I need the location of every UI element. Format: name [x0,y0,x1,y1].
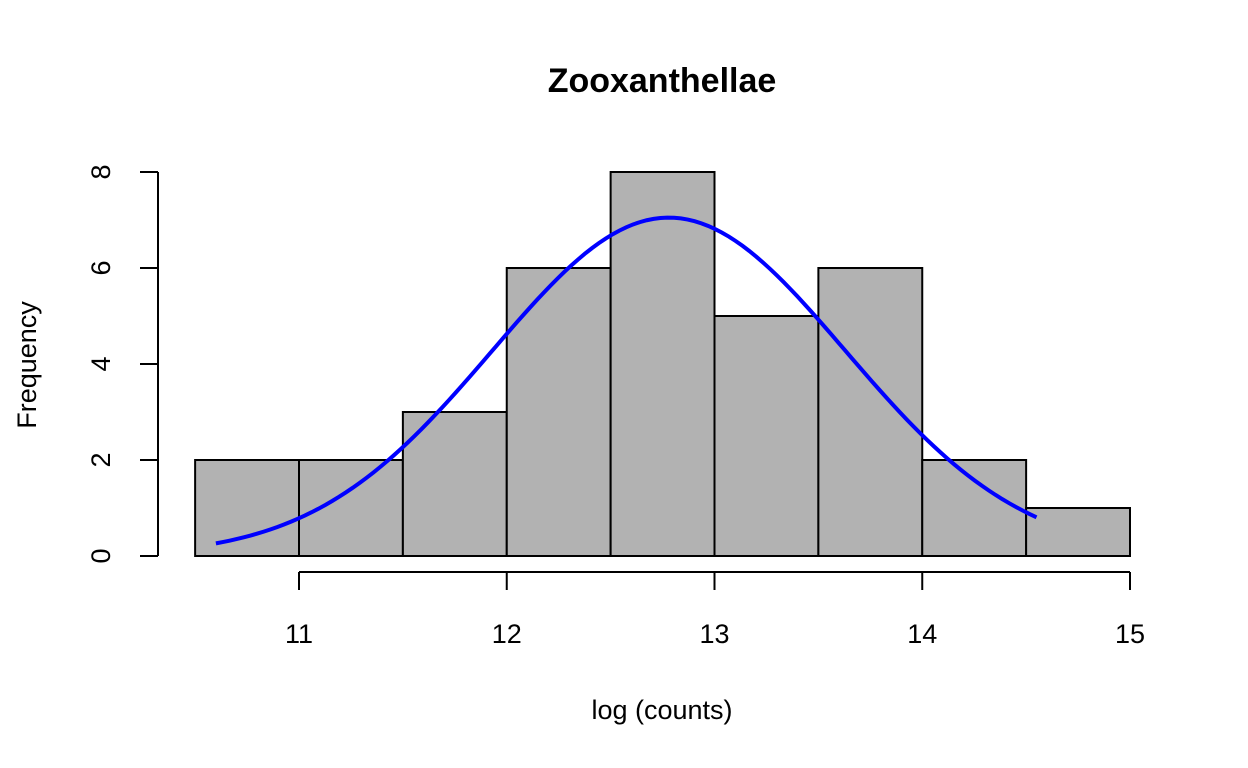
histogram-bar-1 [298,459,404,557]
histogram-bar-8 [1025,507,1131,557]
x-tick-label-2: 13 [699,619,729,649]
y-tick-label-2: 4 [86,356,116,371]
x-tick-label-4: 15 [1115,619,1145,649]
histogram-bar-4 [609,171,716,557]
x-axis: 11 12 13 14 15 [285,571,1145,649]
histogram-bar-3 [505,267,612,557]
histogram-bar-2 [401,411,508,557]
bars-group [194,171,1131,557]
y-tick-label-3: 6 [86,260,116,275]
normal-curve [215,215,1038,546]
y-axis-label: Frequency [12,301,42,429]
histogram-bar-7 [921,459,1028,557]
y-tick-label-0: 0 [86,548,116,563]
chart-title: Zooxanthellae [548,62,777,100]
histogram-bar-0 [194,459,300,557]
x-tick-label-0: 11 [285,619,313,649]
x-tick-label-1: 12 [492,619,522,649]
histogram-bar-6 [817,267,924,557]
x-axis-label: log (counts) [591,695,732,725]
y-tick-label-1: 2 [86,452,116,467]
x-tick-label-3: 14 [907,619,937,649]
y-tick-label-4: 8 [86,164,116,179]
histogram-bar-5 [713,315,820,557]
y-axis: 0 2 4 6 8 [86,164,159,564]
